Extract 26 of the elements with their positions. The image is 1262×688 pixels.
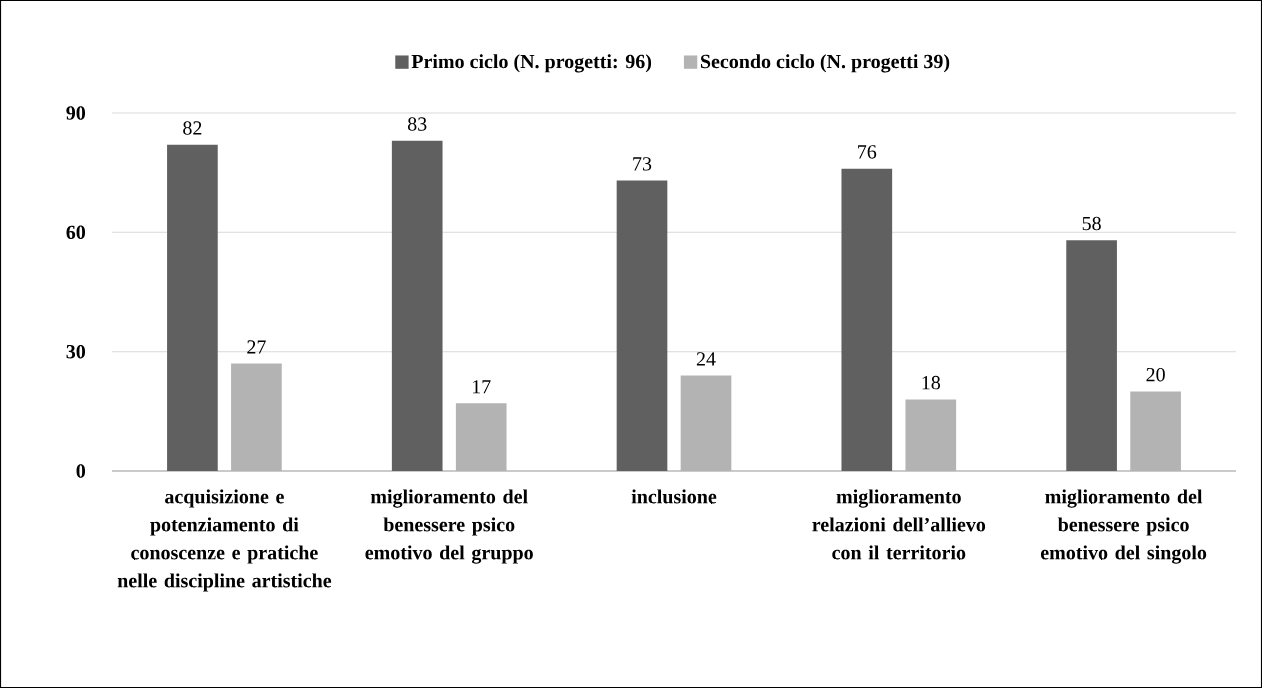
data-label: 76 — [858, 145, 877, 159]
y-tick-label: 60 — [66, 225, 86, 240]
y-tick-label: 0 — [76, 464, 86, 478]
bar — [1066, 240, 1117, 471]
bar — [841, 168, 893, 471]
y-tick-label: 30 — [66, 344, 86, 359]
bar — [391, 140, 443, 471]
data-label: 24 — [696, 352, 716, 366]
data-label: 82 — [183, 121, 202, 135]
data-label: 58 — [1082, 216, 1101, 231]
data-label: 83 — [407, 117, 427, 131]
data-label: 27 — [247, 340, 266, 354]
data-label: 20 — [1146, 367, 1165, 382]
legend-label: Secondo ciclo (N. progetti 39) — [700, 54, 950, 73]
y-tick-label: 90 — [66, 106, 86, 120]
data-label: 17 — [472, 380, 491, 394]
x-tick-label: miglioramento del benessere psico emotivo del singolo — [1040, 489, 1207, 564]
legend-label: Primo ciclo (N. progetti: 96) — [411, 54, 652, 73]
bar — [167, 144, 218, 471]
data-label: 73 — [633, 157, 652, 171]
x-tick-label: miglioramento del benessere psico emotivo del gruppo — [365, 489, 533, 564]
bar — [616, 180, 668, 471]
x-tick-label: acquisizione e potenziamento di conoscenze e pratiche nelle discipline artistiche — [117, 489, 332, 592]
x-tick-label: inclusione — [631, 489, 717, 504]
data-label: 18 — [922, 375, 941, 390]
x-tick-label: miglioramento relazioni dell’allievo con il territorio — [812, 489, 986, 560]
